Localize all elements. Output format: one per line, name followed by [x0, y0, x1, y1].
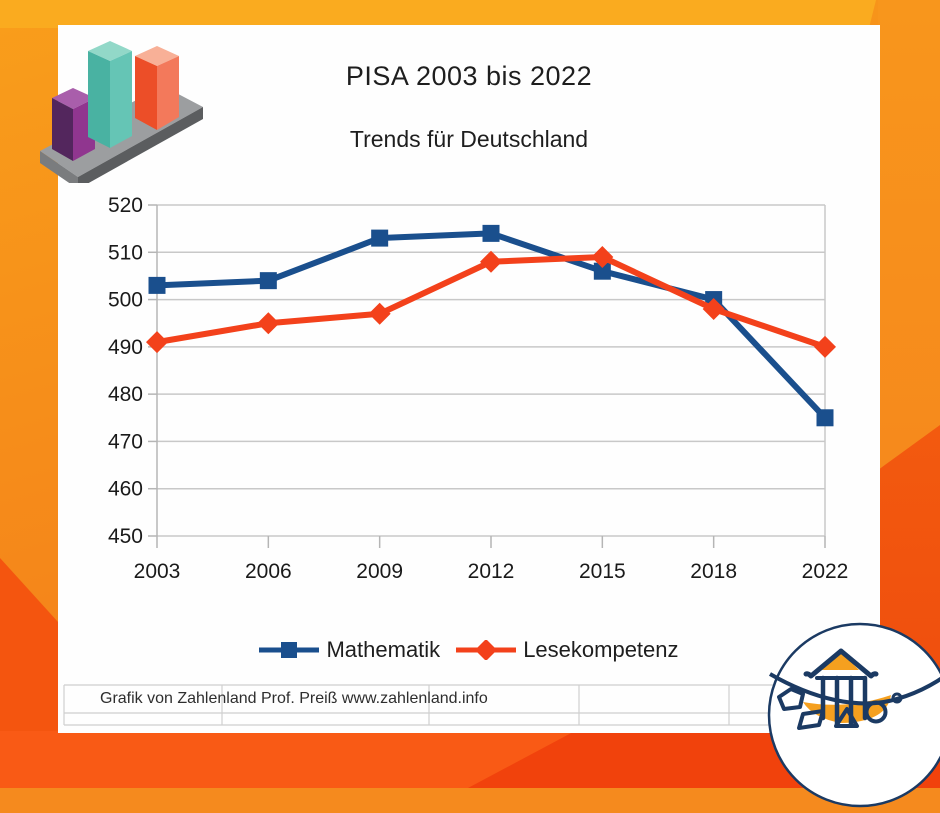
xlabel-2006: 2006 — [245, 560, 292, 583]
bg-top-strip — [0, 0, 876, 28]
bg-left-lower-wedge — [0, 558, 58, 731]
ylabel-470: 470 — [108, 430, 143, 453]
ylabel-460: 460 — [108, 478, 143, 501]
logo-small-circle — [864, 700, 888, 724]
logo-shapes — [777, 687, 903, 730]
xlabel-2018: 2018 — [690, 560, 737, 583]
xlabel-2015: 2015 — [579, 560, 626, 583]
marker-mathematik-2006 — [259, 272, 277, 290]
zahlenland-logo — [767, 622, 940, 808]
marker-mathematik-2003 — [148, 276, 166, 294]
logo-pentagon — [777, 687, 805, 711]
marker-mathematik-2022 — [816, 409, 834, 427]
logo-triangle — [834, 707, 859, 728]
bar-chart-logo — [40, 41, 203, 183]
ylabel-490: 490 — [108, 336, 143, 359]
line-chart: 450 460 470 480 490 500 510 520 2003 2006 2009 2012… — [63, 194, 876, 726]
marker-mathematik-2015 — [593, 262, 611, 280]
logo-bar-red — [135, 46, 179, 130]
chart-subtitle: Trends für Deutschland — [349, 126, 589, 152]
chart-title: PISA 2003 bis 2022 — [345, 61, 593, 91]
bg-bottom-wedge — [0, 731, 575, 788]
logo-bar-teal — [88, 41, 132, 148]
xlabel-2012: 2012 — [468, 560, 515, 583]
credit-text: Grafik von Zahlenland Prof. Preiß www.za… — [100, 690, 488, 707]
legend-label: Lesekompetenz — [523, 637, 679, 662]
legend-marker-diamond — [456, 640, 517, 660]
logo-square — [797, 709, 825, 730]
legend-label: Mathematik — [326, 637, 441, 662]
marker-mathematik-2009 — [371, 229, 389, 247]
ylabel-500: 500 — [108, 289, 143, 312]
ylabel-450: 450 — [108, 525, 143, 548]
logo-dot — [891, 692, 903, 704]
marker-lesekompetenz-2022 — [814, 335, 836, 358]
legend-marker-square — [259, 642, 320, 658]
ylabel-510: 510 — [108, 241, 143, 264]
logo-pavilion — [803, 648, 879, 727]
marker-lesekompetenz-2006 — [257, 312, 280, 335]
xlabel-2022: 2022 — [802, 560, 849, 583]
ylabel-480: 480 — [108, 383, 143, 406]
legend-item-lesekompetenz: Lesekompetenz — [456, 637, 679, 663]
marker-lesekompetenz-2003 — [146, 331, 168, 354]
xlabel-2009: 2009 — [356, 560, 403, 583]
legend-item-mathematik: Mathematik — [259, 637, 440, 663]
marker-lesekompetenz-2012 — [480, 250, 502, 273]
xlabel-2003: 2003 — [134, 560, 181, 583]
marker-lesekompetenz-2015 — [591, 246, 614, 269]
ylabel-520: 520 — [108, 194, 143, 217]
chart-legend: Mathematik Lesekompetenz — [58, 637, 880, 663]
marker-mathematik-2012 — [482, 224, 500, 242]
marker-lesekompetenz-2018 — [702, 298, 725, 321]
logo-wave — [768, 672, 940, 706]
marker-lesekompetenz-2009 — [368, 302, 391, 325]
chart-card: PISA 2003 bis 2022 Trends für Deutschlan… — [58, 25, 880, 733]
